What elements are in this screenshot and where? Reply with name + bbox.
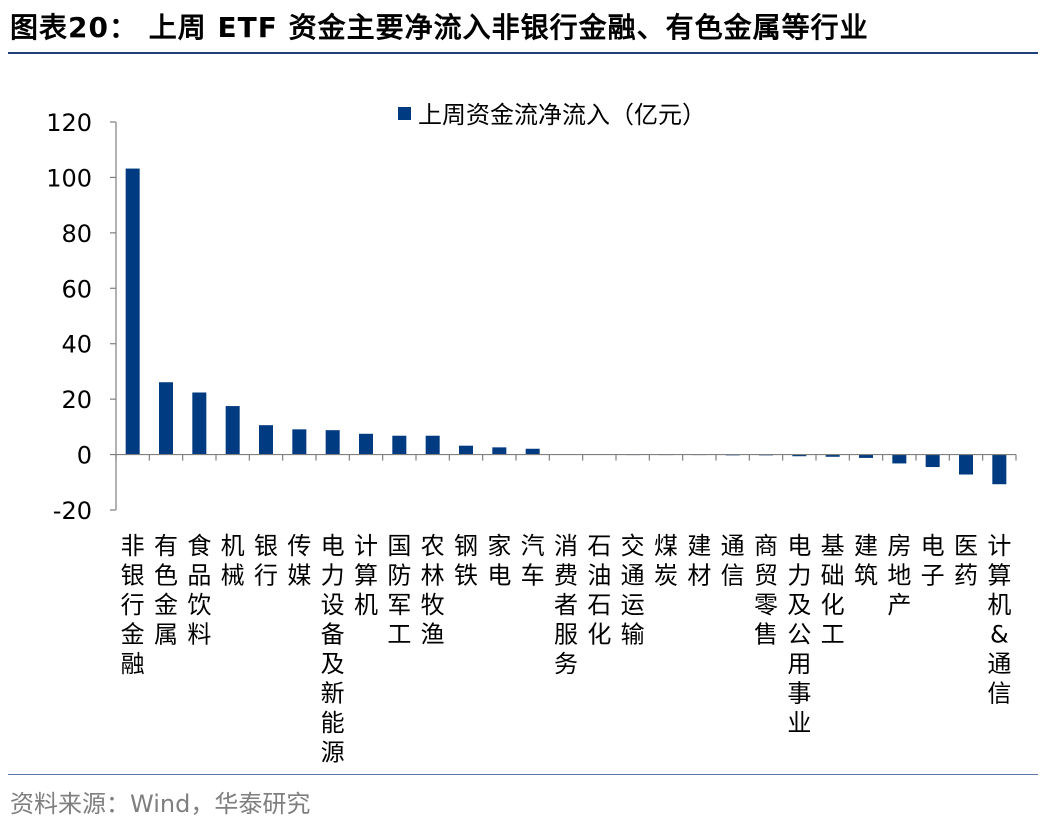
y-tick-label: 0	[77, 442, 92, 470]
category-label: 建材	[687, 532, 711, 590]
source-rule	[8, 774, 1038, 775]
bar	[859, 454, 873, 458]
bar	[992, 454, 1007, 485]
category-label: 计算机&通信	[987, 532, 1011, 708]
y-tick-label: 120	[46, 109, 92, 137]
category-label: 电力及公用事业	[787, 532, 811, 737]
legend: 上周资金流净流入（亿元）	[398, 101, 706, 129]
bar	[359, 433, 373, 455]
bars	[125, 168, 1007, 485]
category-label: 家电	[487, 532, 511, 590]
category-label: 机械	[221, 532, 245, 590]
bar	[292, 429, 307, 455]
y-tick-label: 40	[61, 331, 92, 359]
y-tick-label: -20	[53, 497, 92, 525]
bar	[392, 435, 407, 455]
bar	[825, 454, 840, 457]
category-label: 非银行金融	[121, 532, 145, 678]
category-label: 石油石化	[587, 532, 611, 649]
category-label: 交通运输	[621, 532, 645, 649]
category-label: 计算机	[354, 532, 378, 619]
category-label: 农林牧渔	[421, 532, 445, 649]
bar	[959, 454, 973, 475]
legend-label: 上周资金流净流入（亿元）	[418, 101, 706, 129]
y-tick-label: 20	[61, 386, 92, 414]
category-label: 电力设备及新能源	[321, 532, 345, 767]
bar	[325, 430, 340, 455]
category-label: 银行	[254, 532, 278, 590]
bar	[792, 454, 807, 457]
bar	[892, 454, 907, 464]
bar	[259, 425, 273, 455]
bar	[125, 168, 140, 455]
category-labels: 非银行金融有色金属食品饮料机械银行传媒电力设备及新能源计算机国防军工农林牧渔钢铁…	[121, 532, 1012, 767]
category-label: 基础化工	[821, 532, 845, 649]
x-axis	[115, 453, 1017, 461]
category-label: 建筑	[854, 532, 878, 590]
bar	[159, 382, 173, 455]
category-label: 煤炭	[654, 532, 678, 590]
bar	[192, 392, 207, 455]
bar-chart: 上周资金流净流入（亿元） -20 0 20 40 60 80 100 120 非银行金融有色金…	[46, 101, 1017, 767]
y-axis: -20 0 20 40 60 80 100 120	[46, 109, 117, 525]
category-label: 有色金属	[154, 532, 178, 649]
legend-swatch	[398, 107, 411, 120]
category-label: 商贸零售	[754, 532, 778, 649]
category-label: 电子	[921, 532, 945, 590]
category-label: 通信	[721, 532, 745, 590]
y-tick-label: 80	[61, 220, 92, 248]
page-title: 图表20： 上周 ETF 资金主要净流入非银行金融、有色金属等行业	[10, 11, 869, 44]
category-label: 消费者服务	[554, 532, 578, 678]
category-label: 钢铁	[454, 532, 478, 590]
bar	[525, 448, 540, 455]
bar	[492, 447, 507, 455]
category-label: 国防军工	[387, 532, 411, 649]
category-label: 汽车	[521, 532, 545, 590]
y-tick-label: 60	[61, 275, 92, 303]
bar	[925, 454, 940, 468]
bar	[225, 406, 240, 455]
title-rule	[8, 52, 1038, 54]
category-label: 食品饮料	[187, 532, 211, 649]
category-label: 房地产	[887, 532, 911, 619]
bar	[459, 445, 473, 455]
y-tick-label: 100	[46, 164, 92, 192]
source-note: 资料来源：Wind，华泰研究	[10, 790, 311, 818]
category-label: 传媒	[287, 532, 311, 590]
bar	[425, 435, 440, 455]
category-label: 医药	[954, 532, 978, 590]
